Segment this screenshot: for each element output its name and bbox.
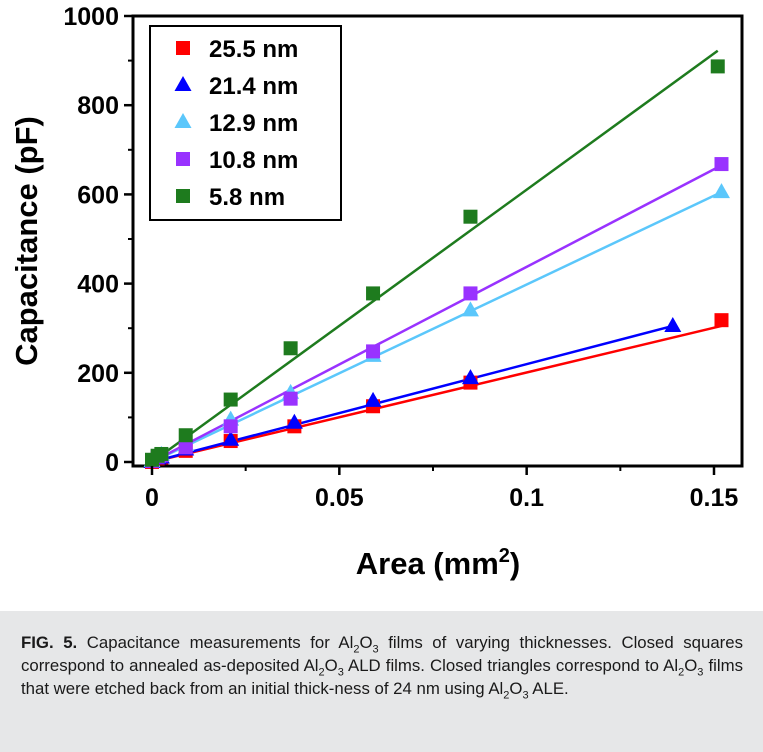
data-point-21-4-nm-8 [664,316,682,332]
legend-label-10-8-nm: 10.8 nm [209,147,298,174]
y-tick-label: 800 [77,92,119,120]
legend-marker-10-8-nm [176,152,190,166]
x-tick-label: 0 [145,484,159,512]
figure-caption: FIG. 5. Capacitance measurements for Al2… [0,611,763,752]
data-point-12-9-nm-7 [461,301,479,317]
capacitance-chart: 0 0.05 0.1 0.15 0 200 400 600 800 1000 Area (mm2… [9,3,744,581]
y-tick-label: 0 [105,449,119,477]
y-axis-ticks: 0 200 400 600 800 1000 [63,3,133,477]
data-point-5-8-nm-6 [366,286,381,301]
data-point-10-8-nm-8 [714,157,729,172]
data-point-10-8-nm-5 [283,391,298,406]
x-tick-label: 0.05 [315,484,364,512]
x-tick-label: 0.15 [690,484,739,512]
legend: 25.5 nm 21.4 nm 12.9 nm 10.8 nm 5.8 nm [149,25,342,221]
legend-marker-12-9-nm [174,113,192,128]
data-point-5-8-nm-4 [223,392,238,407]
data-point-25-5-nm-8 [714,313,729,328]
data-point-5-8-nm-3 [178,428,193,443]
data-point-10-8-nm-4 [223,419,238,434]
y-tick-label: 400 [77,271,119,299]
y-tick-label: 600 [77,181,119,209]
fit-lines [151,49,723,464]
legend-label-12-9-nm: 12.9 nm [209,110,298,137]
legend-marker-25-5-nm [176,41,190,55]
figure-label: FIG. 5. [21,633,78,652]
fit-line-5-8-nm [151,49,719,464]
caption-text: Capacitance measurements for Al2O3 films… [21,633,744,702]
x-tick-label: 0.1 [509,484,544,512]
data-point-21-4-nm-5 [285,413,303,429]
legend-marker-21-4-nm [174,76,192,91]
data-point-10-8-nm-7 [463,286,478,301]
plot-frame [131,14,744,468]
data-point-10-8-nm-6 [366,344,381,359]
data-point-21-4-nm-4 [222,430,240,446]
x-axis-title: Area (mm2) [356,545,520,581]
y-tick-label: 1000 [63,3,119,31]
data-point-21-4-nm-6 [364,391,382,407]
fit-line-25-5-nm [151,324,722,464]
legend-label-5-8-nm: 5.8 nm [209,184,285,211]
data-point-10-8-nm-3 [178,440,193,455]
x-axis-ticks: 0 0.05 0.1 0.15 [145,466,738,512]
data-point-5-8-nm-5 [283,341,298,356]
data-markers [143,59,730,469]
data-point-12-9-nm-8 [712,183,730,199]
data-point-5-8-nm-8 [710,59,725,74]
fit-line-21-4-nm [151,324,674,464]
data-point-5-8-nm-2 [154,446,169,461]
data-point-5-8-nm-7 [463,209,478,224]
fit-line-12-9-nm [151,191,723,464]
y-axis-title: Capacitance (pF) [9,116,44,366]
data-point-21-4-nm-7 [461,369,479,385]
y-tick-label: 200 [77,360,119,388]
legend-marker-5-8-nm [176,189,190,203]
legend-label-25-5-nm: 25.5 nm [209,36,298,63]
fit-line-10-8-nm [151,164,723,464]
legend-label-21-4-nm: 21.4 nm [209,73,298,100]
